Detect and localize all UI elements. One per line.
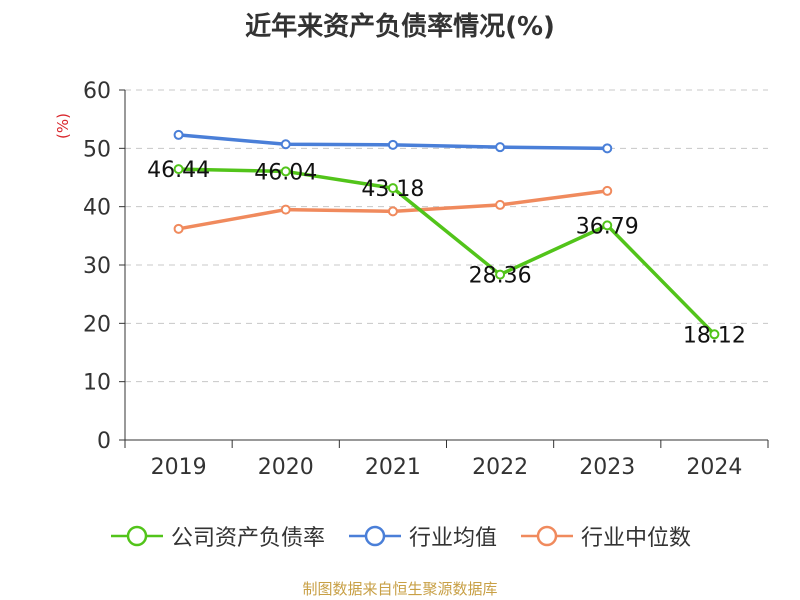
x-tick-label: 2023: [579, 455, 635, 480]
data-point: [280, 139, 291, 150]
y-tick-label: 30: [83, 254, 111, 279]
data-point: [495, 269, 506, 280]
data-point: [173, 129, 184, 140]
series-line: [178, 167, 716, 336]
data-point: [709, 329, 720, 340]
source-note: 制图数据来自恒生聚源数据库: [302, 580, 498, 598]
data-label: 36.79: [576, 214, 639, 239]
y-tick-label: 60: [83, 79, 111, 104]
series-group: [173, 129, 720, 340]
data-point: [280, 166, 291, 177]
data-point: [280, 204, 291, 215]
axes: 0 10 20 30 40 50 60 2019 2020 2021 2022 2023 2024: [83, 79, 769, 480]
y-tick-label: 0: [97, 429, 111, 454]
legend-swatch: [521, 525, 573, 547]
data-labels: 46.44 46.04 43.18 28.36 36.79 18.12: [147, 158, 746, 348]
data-point: [495, 199, 506, 210]
y-axis-label: (%): [54, 113, 72, 139]
data-point: [387, 206, 398, 217]
x-tick-label: 2021: [365, 455, 421, 480]
data-point: [173, 223, 184, 234]
data-label: 28.36: [469, 264, 532, 289]
data-point: [387, 139, 398, 150]
legend-label: 公司资产负债率: [170, 526, 325, 551]
y-tick-label: 10: [83, 371, 111, 396]
data-point: [173, 164, 184, 175]
data-point: [602, 185, 613, 196]
legend-swatch-marker: [364, 525, 386, 547]
data-point: [387, 183, 398, 194]
legend-item[interactable]: 公司资产负债率: [109, 520, 325, 552]
legend-item[interactable]: 行业均值: [347, 520, 497, 552]
x-tick-label: 2024: [686, 455, 742, 480]
legend: 公司资产负债率 行业均值 行业中位数: [0, 520, 800, 552]
legend-swatch: [348, 525, 401, 547]
chart-title: 近年来资产负债率情况(%): [245, 12, 555, 42]
data-label: 46.44: [147, 158, 210, 183]
legend-swatch-marker: [126, 525, 148, 547]
data-label: 46.04: [254, 160, 317, 185]
data-label: 18.12: [683, 323, 746, 348]
legend-label: 行业均值: [408, 526, 497, 551]
data-point: [495, 142, 506, 153]
legend-swatch: [110, 525, 163, 547]
y-tick-label: 40: [83, 196, 111, 221]
legend-item[interactable]: 行业中位数: [519, 520, 691, 552]
legend-swatch-marker: [536, 525, 558, 547]
x-tick-label: 2019: [151, 455, 207, 480]
y-tick-label: 20: [83, 312, 111, 337]
data-point: [602, 220, 613, 231]
data-point: [602, 143, 613, 154]
x-tick-label: 2020: [258, 455, 314, 480]
data-label: 43.18: [361, 177, 424, 202]
y-tick-label: 50: [83, 137, 111, 162]
legend-label: 行业中位数: [581, 526, 692, 551]
x-tick-label: 2022: [472, 455, 528, 480]
grid-lines: [125, 89, 768, 383]
